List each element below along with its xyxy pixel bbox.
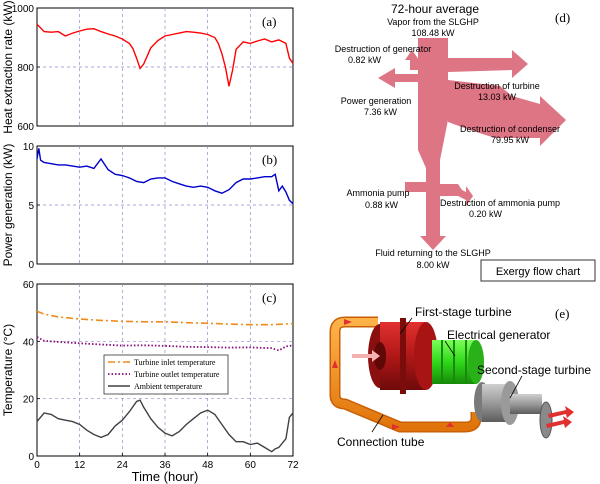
y-tick-label: 800 — [17, 63, 34, 74]
sankey-value-return: 8.00 kW — [416, 260, 450, 270]
panel-e-callouts — [371, 317, 523, 433]
sankey-generator-branch — [405, 50, 419, 70]
legend-label-outlet: Turbine outlet temperature — [134, 370, 220, 379]
y-tick-label: 600 — [17, 122, 34, 133]
sankey-condenser-branch — [448, 80, 566, 146]
connection-tube — [329, 316, 482, 433]
y-tick-label: 5 — [28, 201, 34, 212]
panel-c-y-ticks: 0 20 40 60 — [23, 280, 40, 463]
first-stage-turbine — [352, 318, 438, 394]
label-connection-tube: Connection tube — [337, 435, 425, 449]
sankey-label-return: Fluid returning to the SLGHP — [375, 248, 491, 258]
panel-c-x-ticks: 0 12 24 36 48 60 72 — [34, 453, 299, 471]
panel-b-y-ticks: 0 5 10 — [23, 142, 40, 271]
sankey-label-power: Power generation — [341, 96, 412, 106]
panel-b-grid — [37, 146, 293, 264]
x-tick-label: 12 — [74, 460, 86, 471]
x-tick-label: 48 — [202, 460, 214, 471]
sankey-value-pump-destruction: 0.20 kW — [469, 209, 503, 219]
panel-a-y-ticks: 600 800 1000 — [12, 4, 40, 133]
y-tick-label: 10 — [23, 142, 35, 153]
x-tick-label: 72 — [287, 460, 299, 471]
panel-a-tag: (a) — [262, 14, 276, 29]
sankey-label-turbine: Destruction of turbine — [454, 81, 540, 91]
sankey-value-power: 7.36 kW — [364, 107, 398, 117]
sankey-flows — [378, 38, 566, 250]
panel-c-tag: (c) — [262, 290, 276, 305]
sankey-value-condenser: 79.95 kW — [491, 135, 530, 145]
panel-d-tag: (d) — [555, 10, 570, 25]
exergy-caption: Exergy flow chart — [496, 266, 580, 278]
y-tick-label: 1000 — [12, 4, 35, 15]
sankey-value-vapor: 108.48 kW — [411, 28, 455, 38]
sankey-pump-input — [405, 176, 434, 198]
outlet-arrow-2 — [546, 416, 572, 428]
sankey-value-generator: 0.82 kW — [348, 55, 382, 65]
sankey-label-condenser: Destruction of condenser — [460, 124, 560, 134]
sankey-return-arrow — [420, 236, 446, 250]
x-tick-label: 24 — [117, 460, 129, 471]
electrical-generator — [432, 340, 484, 384]
label-electrical-generator: Electrical generator — [447, 328, 550, 342]
label-second-stage-turbine: Second-stage turbine — [477, 363, 591, 377]
label-first-stage-turbine: First-stage turbine — [415, 305, 512, 319]
turbine-inlet-arrow — [352, 350, 380, 362]
second-stage-turbine — [474, 381, 574, 439]
sankey-label-pump-destruction: Destruction of ammonia pump — [440, 198, 560, 208]
y-tick-label: 0 — [28, 452, 34, 463]
x-tick-label: 60 — [245, 460, 257, 471]
sankey-value-pump: 0.88 kW — [365, 200, 399, 210]
power-generation-line — [36, 148, 294, 205]
heat-extraction-line — [36, 23, 294, 87]
sankey-trunk — [418, 38, 448, 240]
outlet-arrow-1 — [548, 406, 574, 418]
turbine-inlet-line — [36, 310, 294, 326]
tube-flow-arrow-2 — [332, 360, 338, 368]
x-tick-label: 0 — [34, 460, 40, 471]
panel-a: 600 800 1000 (a) Heat extraction rate (kW) — [1, 0, 294, 134]
tube-flow-arrow-3 — [392, 424, 400, 430]
tube-flow-arrow-1 — [344, 319, 352, 325]
y-tick-label: 20 — [23, 395, 35, 406]
y-tick-label: 0 — [28, 260, 34, 271]
tube-flow-arrow-4 — [446, 422, 454, 427]
sankey-label-vapor: Vapor from the SLGHP — [387, 17, 479, 27]
x-tick-label: 36 — [159, 460, 171, 471]
panel-d-sankey: 72-hour average (d) Vapor from the SLGHP… — [335, 2, 596, 282]
panel-e-tag: (e) — [555, 306, 569, 321]
panel-b: 0 5 10 (b) Power generation (kW) — [1, 142, 294, 271]
panel-c-xlabel: Time (hour) — [132, 469, 199, 484]
sankey-labels: Vapor from the SLGHP 108.48 kW Destructi… — [335, 17, 560, 270]
sankey-turbine-branch — [448, 50, 528, 78]
sankey-label-generator: Destruction of generator — [335, 44, 432, 54]
legend-label-inlet: Turbine inlet temperature — [134, 358, 216, 367]
panel-b-ylabel: Power generation (kW) — [1, 144, 15, 267]
panel-c-ylabel: Temperature (°C) — [1, 324, 15, 416]
panel-a-ylabel: Heat extraction rate (kW) — [1, 0, 15, 133]
panel-a-grid — [37, 8, 293, 126]
ambient-temperature-line — [36, 399, 294, 453]
exergy-caption-box — [480, 259, 596, 282]
y-tick-label: 40 — [23, 337, 35, 348]
sankey-power-branch — [378, 68, 418, 88]
sankey-title: 72-hour average — [391, 2, 479, 16]
panel-b-tag: (b) — [262, 152, 277, 167]
sankey-value-turbine: 13.03 kW — [478, 92, 517, 102]
legend-label-ambient: Ambient temperature — [134, 382, 203, 391]
y-tick-label: 60 — [23, 280, 35, 291]
panel-c-legend: Turbine inlet temperature Turbine outlet… — [103, 354, 229, 395]
panel-e-illustration: (e) — [329, 305, 591, 449]
sankey-pump-destruction — [440, 184, 473, 206]
panel-c: 0 20 40 60 0 12 24 36 48 60 72 (c) Temperature (°… — [1, 280, 299, 484]
sankey-label-pump: Ammonia pump — [346, 188, 409, 198]
